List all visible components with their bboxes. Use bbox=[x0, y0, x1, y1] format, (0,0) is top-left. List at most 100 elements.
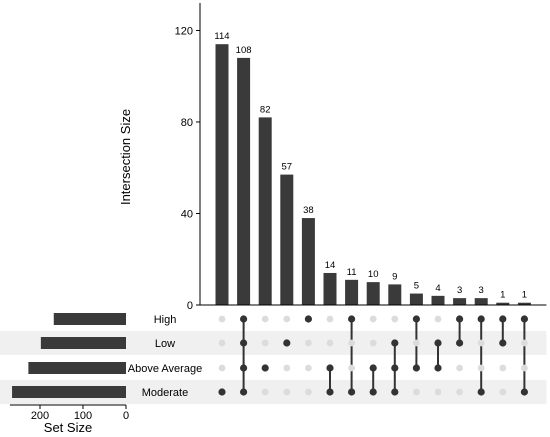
matrix-dot-filled bbox=[369, 388, 377, 396]
matrix-dot-empty bbox=[261, 315, 269, 323]
set-label: Above Average bbox=[128, 363, 202, 375]
intersection-bar-label: 82 bbox=[260, 104, 271, 115]
intersection-size-axis: 0 40 80 120 bbox=[175, 3, 547, 312]
matrix-dot-filled bbox=[434, 364, 442, 372]
matrix-dot-empty bbox=[477, 339, 485, 347]
set-size-bars bbox=[12, 313, 127, 398]
matrix-dot-empty bbox=[261, 339, 269, 347]
matrix-dot-empty bbox=[521, 339, 528, 347]
matrix-dot-filled bbox=[326, 388, 334, 396]
set-size-bar bbox=[53, 313, 127, 325]
intersection-bar bbox=[517, 302, 531, 305]
matrix-dot-empty bbox=[218, 315, 226, 323]
intersection-bar bbox=[215, 44, 229, 305]
matrix-dot-filled bbox=[240, 364, 248, 372]
matrix-dot-empty bbox=[348, 364, 355, 372]
intersection-bar bbox=[237, 57, 251, 306]
y-tick-label: 0 bbox=[187, 300, 193, 312]
matrix-dot-empty bbox=[521, 364, 528, 372]
matrix-dot-filled bbox=[477, 315, 485, 323]
matrix-dot-filled bbox=[456, 339, 464, 347]
matrix-dot-filled bbox=[304, 315, 312, 323]
set-size-bar bbox=[12, 386, 126, 398]
intersection-bar bbox=[474, 298, 488, 305]
matrix-dot-filled bbox=[520, 388, 529, 396]
intersection-bar-label: 108 bbox=[236, 45, 252, 56]
intersection-bar bbox=[280, 174, 294, 305]
set-size-axis: 200 100 0 bbox=[9, 404, 129, 422]
intersection-bar-label: 11 bbox=[347, 267, 357, 278]
intersection-bar bbox=[409, 293, 423, 305]
matrix-dot-empty bbox=[305, 364, 312, 372]
matrix-dot-filled bbox=[499, 339, 507, 347]
matrix-dot-empty bbox=[456, 388, 463, 396]
matrix-dot-empty bbox=[434, 315, 442, 323]
matrix-dot-filled bbox=[369, 364, 377, 372]
intersection-bar bbox=[301, 218, 315, 305]
matrix-dot-filled bbox=[391, 339, 399, 347]
matrix-dot-filled bbox=[391, 364, 399, 372]
matrix-dot-filled bbox=[434, 339, 442, 347]
set-size-axis-title: Set Size bbox=[44, 420, 92, 435]
set-label: Low bbox=[155, 338, 175, 350]
intersection-bar-label: 1 bbox=[522, 290, 527, 301]
matrix-dot-filled bbox=[391, 388, 399, 396]
intersection-bar-label: 57 bbox=[282, 162, 293, 173]
matrix-dot-filled bbox=[348, 388, 356, 396]
matrix-dot-empty bbox=[283, 364, 291, 372]
matrix-dot-empty bbox=[326, 315, 334, 323]
intersection-bar bbox=[453, 298, 467, 305]
intersection-bar bbox=[431, 295, 445, 305]
y-tick-label: 120 bbox=[175, 25, 193, 37]
matrix-dot-empty bbox=[369, 315, 377, 323]
intersection-bar bbox=[366, 282, 380, 305]
matrix-dot-empty bbox=[218, 339, 226, 347]
matrix-dot-empty bbox=[391, 315, 399, 323]
matrix-dot-filled bbox=[240, 388, 248, 396]
matrix-dot-empty bbox=[218, 364, 226, 372]
matrix-dot-empty bbox=[305, 388, 312, 396]
y-tick-label: 40 bbox=[181, 208, 193, 220]
matrix-dot-filled bbox=[261, 364, 269, 372]
matrix-dot-filled bbox=[283, 339, 291, 347]
intersection-bar-label: 5 bbox=[414, 281, 419, 292]
set-label: Moderate bbox=[142, 387, 188, 399]
matrix-dot-empty bbox=[499, 388, 507, 396]
set-size-bar bbox=[40, 337, 126, 349]
y-tick-label: 80 bbox=[181, 117, 193, 129]
matrix-dot-empty bbox=[434, 388, 442, 396]
matrix-dot-filled bbox=[499, 315, 507, 323]
matrix-stripes bbox=[0, 331, 547, 404]
matrix-dot-filled bbox=[477, 388, 485, 396]
intersection-bar-label: 10 bbox=[368, 269, 379, 280]
intersection-bar bbox=[496, 302, 510, 305]
matrix-dot-empty bbox=[499, 364, 507, 372]
matrix-dot-filled bbox=[456, 315, 464, 323]
set-size-tick-label: 100 bbox=[74, 410, 92, 422]
matrix-dot-empty bbox=[283, 388, 291, 396]
set-size-bar bbox=[28, 362, 126, 374]
intersection-bar bbox=[388, 284, 402, 305]
intersection-bar bbox=[323, 272, 337, 305]
matrix-dot-filled bbox=[240, 315, 248, 323]
intersection-bar-label: 14 bbox=[325, 260, 336, 271]
matrix-dot-filled bbox=[218, 388, 226, 396]
matrix-dot-empty bbox=[369, 339, 377, 347]
matrix-dot-filled bbox=[520, 315, 529, 323]
intersection-bar-label: 38 bbox=[303, 205, 314, 216]
matrix-dot-empty bbox=[413, 388, 420, 396]
intersection-bar-label: 1 bbox=[500, 290, 505, 301]
intersection-bar-label: 4 bbox=[435, 283, 440, 294]
intersection-bar-label: 114 bbox=[214, 31, 229, 42]
intersection-bar-label: 3 bbox=[457, 285, 462, 296]
matrix-dot-empty bbox=[456, 364, 463, 372]
membership-matrix bbox=[218, 315, 529, 396]
set-label: High bbox=[154, 314, 177, 326]
set-size-tick-label: 0 bbox=[123, 410, 129, 422]
matrix-dot-empty bbox=[348, 339, 355, 347]
matrix-dot-empty bbox=[477, 364, 485, 372]
matrix-dot-empty bbox=[305, 339, 312, 347]
intersection-bar-label: 9 bbox=[392, 271, 397, 282]
